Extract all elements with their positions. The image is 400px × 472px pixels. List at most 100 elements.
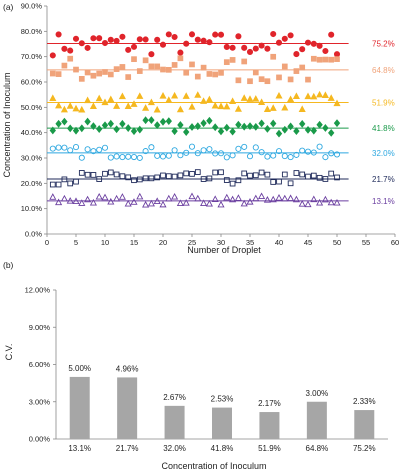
data-point	[72, 104, 80, 112]
data-point	[194, 122, 201, 131]
data-point	[200, 176, 207, 182]
data-point	[107, 36, 114, 43]
y-tick-label: 50.0%	[21, 103, 43, 112]
data-point	[89, 198, 97, 206]
data-point	[66, 102, 74, 109]
x-tick-label: 64.8%	[306, 444, 329, 453]
data-point	[258, 192, 266, 200]
data-point	[159, 153, 167, 160]
data-point	[263, 105, 271, 113]
data-point	[61, 62, 68, 69]
data-point	[229, 195, 237, 203]
data-point	[67, 147, 74, 154]
data-point	[328, 56, 335, 63]
data-point	[84, 171, 91, 178]
data-point	[90, 172, 97, 178]
data-point	[252, 45, 259, 52]
data-point	[165, 96, 173, 103]
data-point	[159, 92, 167, 99]
data-point	[293, 68, 300, 74]
data-point	[148, 51, 155, 58]
data-point	[183, 149, 190, 156]
data-point	[194, 73, 201, 80]
data-point	[229, 57, 236, 63]
x-tick-label: 50	[333, 238, 341, 247]
y-tick-label: 30.0%	[21, 154, 43, 163]
x-tick-label: 13.1%	[68, 444, 91, 453]
data-point	[61, 176, 68, 183]
data-point	[61, 45, 68, 52]
data-point	[218, 70, 224, 76]
data-point	[136, 192, 144, 200]
data-point	[258, 98, 266, 105]
data-point	[223, 193, 231, 201]
data-point	[119, 173, 126, 180]
data-point	[310, 195, 318, 203]
data-point	[223, 102, 231, 110]
data-point	[125, 174, 132, 181]
data-point	[241, 58, 248, 65]
data-point	[154, 36, 161, 43]
bar	[117, 377, 138, 439]
data-point	[78, 199, 86, 206]
data-point	[84, 44, 91, 51]
panel-b-xlabel: Concentration of Inoculum	[161, 461, 266, 471]
data-point	[258, 119, 265, 128]
data-point	[124, 199, 132, 207]
data-point	[275, 91, 283, 99]
data-point	[107, 95, 115, 103]
data-point	[183, 69, 190, 76]
data-point	[49, 181, 56, 188]
data-point	[310, 172, 317, 179]
data-point	[304, 39, 312, 46]
data-point	[182, 92, 190, 99]
data-point	[327, 198, 335, 206]
data-point	[217, 31, 225, 38]
data-point	[304, 125, 312, 134]
data-point	[194, 36, 201, 43]
data-point	[235, 77, 242, 84]
data-point	[113, 171, 120, 178]
data-point	[322, 47, 329, 55]
data-point	[95, 94, 103, 102]
x-tick-label: 55	[362, 238, 370, 247]
data-point	[101, 98, 109, 106]
data-point	[55, 181, 62, 188]
data-point	[55, 144, 62, 151]
data-point	[159, 200, 167, 208]
data-point	[200, 147, 207, 154]
data-point	[252, 69, 259, 76]
data-point	[270, 179, 277, 185]
data-point	[171, 33, 178, 41]
data-point	[299, 147, 306, 154]
data-point	[154, 152, 161, 159]
data-point	[264, 45, 271, 52]
data-point	[292, 195, 300, 203]
data-point	[171, 91, 179, 99]
data-point	[310, 126, 317, 135]
x-tick-label: 35	[246, 238, 254, 247]
x-tick-label: 10	[101, 238, 109, 247]
data-point	[171, 62, 178, 68]
data-point	[113, 102, 121, 109]
data-point	[177, 172, 184, 179]
data-point	[304, 148, 312, 155]
data-point	[240, 199, 248, 207]
data-point	[148, 63, 155, 70]
data-point	[229, 44, 236, 51]
data-point	[206, 175, 213, 182]
data-point	[182, 199, 190, 206]
data-point	[241, 122, 248, 131]
data-point	[136, 154, 143, 161]
data-point	[90, 35, 97, 42]
x-tick-label: 25	[188, 238, 196, 247]
data-point	[333, 119, 341, 128]
data-point	[84, 195, 92, 203]
data-point	[118, 193, 126, 200]
data-point	[107, 119, 114, 128]
data-point	[200, 199, 208, 206]
data-point	[241, 170, 248, 177]
data-point	[246, 95, 254, 102]
data-point	[258, 76, 265, 83]
data-point	[96, 70, 103, 77]
